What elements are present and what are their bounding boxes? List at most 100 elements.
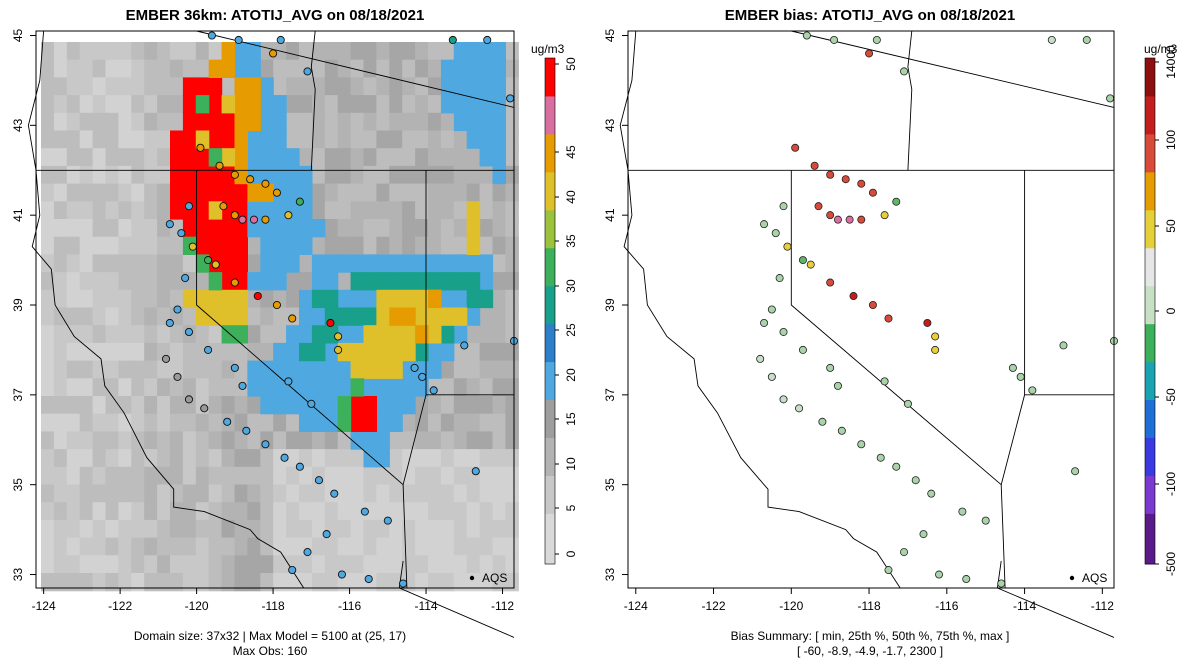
heatmap-cell xyxy=(299,254,313,273)
heatmap-cell xyxy=(453,201,468,220)
heatmap-cell xyxy=(105,272,119,291)
obs-point xyxy=(410,363,419,372)
colorbar-bin xyxy=(1145,197,1155,211)
heatmap-cell-plume xyxy=(311,307,326,326)
heatmap-cell xyxy=(105,42,119,61)
heatmap-cell-plume xyxy=(247,59,261,78)
heatmap-cell xyxy=(440,484,455,503)
heatmap-cell xyxy=(363,112,377,132)
left-obs-points xyxy=(161,31,519,588)
heatmap-cell xyxy=(337,236,352,255)
heatmap-cell xyxy=(144,59,158,78)
heatmap-cell xyxy=(157,378,171,397)
heatmap-cell xyxy=(337,59,352,78)
heatmap-cell-plume xyxy=(453,254,468,273)
heatmap-cell-plume xyxy=(402,307,416,326)
heatmap-cell xyxy=(350,466,365,486)
heatmap-cell xyxy=(492,254,506,273)
heatmap-cell xyxy=(41,378,55,397)
heatmap-cell xyxy=(92,272,107,291)
bias-point xyxy=(1028,386,1037,395)
obs-point xyxy=(230,363,239,372)
bias-point xyxy=(849,292,858,301)
heatmap-cell xyxy=(118,360,132,379)
bias-point xyxy=(865,49,874,58)
heatmap-cell xyxy=(453,502,468,521)
bias-point xyxy=(931,345,940,354)
heatmap-cell xyxy=(311,236,326,255)
heatmap-cell xyxy=(247,431,261,450)
heatmap-cell-plume xyxy=(221,42,236,61)
heatmap-cell xyxy=(131,396,145,415)
heatmap-cell xyxy=(479,466,494,486)
heatmap-cell-plume xyxy=(273,360,287,379)
heatmap-cell xyxy=(466,396,481,415)
heatmap-cell xyxy=(389,77,403,96)
obs-point xyxy=(399,579,408,588)
obs-point xyxy=(288,565,297,575)
heatmap-cell xyxy=(144,148,158,167)
heatmap-cell xyxy=(105,413,119,432)
heatmap-cell-plume xyxy=(247,219,261,238)
heatmap-cell xyxy=(273,502,287,521)
heatmap-cell xyxy=(182,307,197,326)
heatmap-cell xyxy=(402,449,416,468)
heatmap-cell xyxy=(337,272,352,291)
heatmap-cell xyxy=(66,148,81,167)
heatmap-cell-plume xyxy=(440,307,455,326)
heatmap-cell-plume xyxy=(428,360,442,379)
heatmap-cell xyxy=(41,431,55,450)
heatmap-cell xyxy=(311,183,326,202)
heatmap-cell xyxy=(105,148,119,167)
heatmap-cell-plume xyxy=(221,183,236,202)
colorbar-bin xyxy=(1145,95,1155,110)
colorbar-bin xyxy=(545,247,555,261)
heatmap-cell xyxy=(53,272,68,291)
heatmap-cell-plume xyxy=(273,148,287,167)
heatmap-cell xyxy=(479,183,494,202)
heatmap-cell xyxy=(440,360,455,379)
heatmap-cell xyxy=(273,77,287,96)
colorbar-bin xyxy=(545,209,555,223)
colorbar-bin xyxy=(545,146,555,160)
bias-point xyxy=(997,579,1006,588)
obs-point xyxy=(272,300,281,310)
colorbar-tick-label: 14000 xyxy=(1164,45,1178,79)
heatmap-cell-plume xyxy=(247,95,261,114)
x-tick-label: -122 xyxy=(108,599,132,613)
colorbar-bin xyxy=(1145,450,1155,464)
heatmap-cell xyxy=(273,466,287,486)
heatmap-cell xyxy=(41,537,55,556)
nv-ut-border xyxy=(1000,170,1026,485)
right-state-borders xyxy=(619,30,1115,638)
heatmap-cell xyxy=(350,130,365,149)
heatmap-cell xyxy=(260,59,274,78)
heatmap-cell xyxy=(247,555,261,574)
heatmap-cell xyxy=(170,95,184,114)
heatmap-cell-plume xyxy=(376,396,390,415)
heatmap-cell xyxy=(105,183,119,202)
heatmap-cell xyxy=(376,519,390,539)
heatmap-cell xyxy=(466,342,481,362)
heatmap-cell xyxy=(247,236,261,255)
heatmap-cell xyxy=(440,396,455,415)
heatmap-cell xyxy=(350,148,365,167)
heatmap-cell xyxy=(402,484,416,503)
heatmap-cell xyxy=(66,289,81,309)
heatmap-cell-plume xyxy=(260,396,274,415)
obs-point xyxy=(249,215,259,224)
heatmap-cell xyxy=(157,466,171,486)
colorbar-bin xyxy=(1145,285,1155,299)
heatmap-cell xyxy=(286,484,300,503)
heatmap-cell xyxy=(350,201,365,220)
heatmap-cell xyxy=(350,537,365,556)
heatmap-cell xyxy=(157,537,171,556)
heatmap-cell xyxy=(428,466,442,486)
colorbar-bin xyxy=(545,513,555,527)
right-footer-line1: Bias Summary: [ min, 25th %, 50th %, 75t… xyxy=(731,629,1010,643)
heatmap-cell-plume xyxy=(286,360,300,379)
heatmap-cell xyxy=(79,466,94,486)
obs-point xyxy=(238,381,247,390)
bias-point xyxy=(771,229,780,238)
heatmap-cell xyxy=(466,413,481,432)
